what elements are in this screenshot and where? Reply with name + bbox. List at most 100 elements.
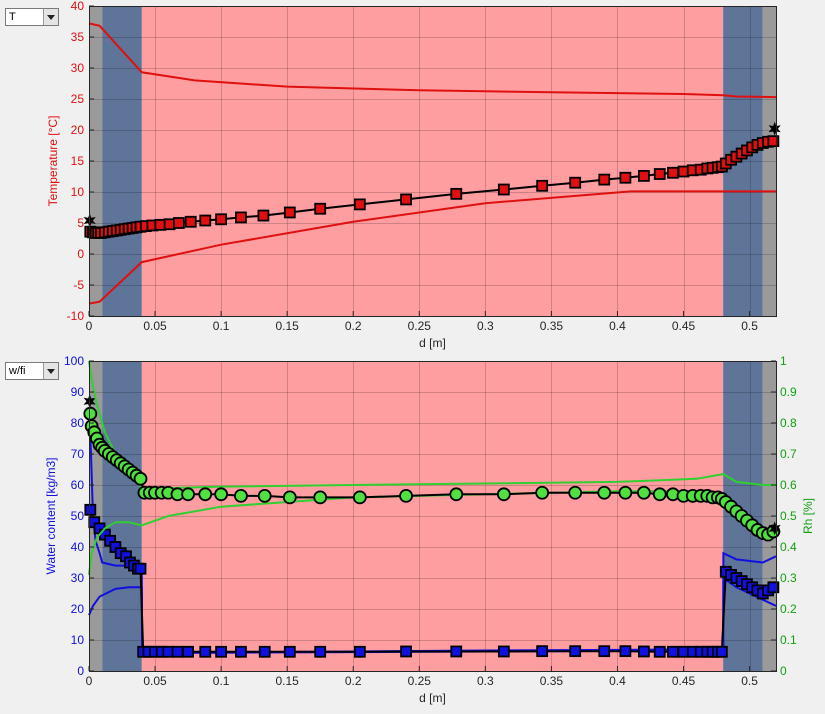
data-point xyxy=(768,521,781,536)
x-axis: 0 0.05 0.1 0.15 0.2 0.25 0.3 0.35 0.4 0.45 0.5 d [m… xyxy=(86,666,758,705)
x-tick-label: 0.45 xyxy=(672,319,696,333)
y-axis-left: -10 -5 0 5 10 15 20 25 30 35 40 Temperature [°C] xyxy=(46,0,94,323)
data-point xyxy=(184,215,197,228)
y-tick-label: 30 xyxy=(71,571,85,585)
y2-tick-label: 0.8 xyxy=(780,416,797,430)
data-point xyxy=(199,214,212,227)
data-point xyxy=(767,581,780,594)
x-tick-label: 0.3 xyxy=(477,674,494,688)
data-point xyxy=(636,485,651,500)
data-point xyxy=(598,173,611,186)
data-point xyxy=(235,211,247,224)
series-7 xyxy=(768,521,781,536)
data-point xyxy=(234,488,248,503)
y-tick-label: 80 xyxy=(71,416,85,430)
variable-select-top-value: T xyxy=(9,11,16,23)
y-tick-label: 70 xyxy=(71,447,85,461)
y2-tick-label: 0.1 xyxy=(780,633,797,647)
x-tick-label: 0.15 xyxy=(275,319,299,333)
x-tick-label: 0.45 xyxy=(672,674,696,688)
x-tick-label: 0.5 xyxy=(741,674,758,688)
x-tick-label: 0.35 xyxy=(540,319,564,333)
x-tick-label: 0.3 xyxy=(477,319,494,333)
data-point xyxy=(215,645,228,658)
y-axis-title: Water content [kg/m3] xyxy=(44,458,58,575)
data-point xyxy=(215,213,228,226)
data-point xyxy=(353,198,366,211)
data-point xyxy=(667,166,679,179)
data-point xyxy=(235,645,247,658)
data-point xyxy=(314,645,327,658)
y2-tick-label: 0.3 xyxy=(780,571,797,585)
data-point xyxy=(497,645,510,658)
y-tick-label: 0 xyxy=(77,247,84,261)
data-point xyxy=(597,485,612,500)
y-tick-label: 50 xyxy=(71,509,85,523)
variable-select-bottom[interactable]: w/fi xyxy=(5,362,59,380)
y-tick-label: 40 xyxy=(71,0,85,13)
data-point xyxy=(182,645,194,658)
data-point xyxy=(172,217,185,229)
x-axis-title: d [m] xyxy=(419,691,446,705)
data-point xyxy=(618,485,633,500)
y-tick-label: 5 xyxy=(77,216,84,230)
data-point xyxy=(496,487,511,502)
x-tick-label: 0.4 xyxy=(609,319,626,333)
data-point xyxy=(257,209,270,222)
data-point xyxy=(400,193,412,206)
data-point xyxy=(653,645,666,658)
y-axis-right: 0 0.1 0.2 0.3 0.4 0.5 0.6 0.7 0.8 0.9 1 Rh [%] xyxy=(771,354,815,678)
data-point xyxy=(715,645,728,658)
chevron-down-icon[interactable] xyxy=(43,363,58,379)
x-tick-label: 0.1 xyxy=(213,319,230,333)
chevron-down-icon[interactable] xyxy=(43,9,58,25)
y2-tick-label: 0.2 xyxy=(780,602,797,616)
data-point xyxy=(399,488,413,503)
plot-temperature: 0 0.05 0.1 0.15 0.2 0.25 0.3 0.35 0.4 0.45 0.5 d [m… xyxy=(46,0,781,350)
data-point xyxy=(198,487,213,502)
data-point xyxy=(619,645,632,658)
y2-axis-title: Rh [%] xyxy=(801,498,815,534)
y-tick-label: 100 xyxy=(64,354,84,368)
y-tick-label: 40 xyxy=(71,540,85,554)
y-tick-label: 35 xyxy=(71,30,85,44)
y2-tick-label: 1 xyxy=(780,354,787,368)
layer-band xyxy=(141,361,724,671)
data-point xyxy=(536,179,549,192)
data-point xyxy=(313,490,328,505)
plot-moisture: 0 0.05 0.1 0.15 0.2 0.25 0.3 0.35 0.4 0.45 0.5 d [m… xyxy=(44,354,815,705)
data-point xyxy=(257,488,272,503)
data-point xyxy=(637,169,650,182)
data-point xyxy=(450,187,463,200)
data-point xyxy=(767,135,780,148)
variable-select-bottom-value: w/fi xyxy=(9,365,26,377)
data-point xyxy=(450,645,463,658)
series-line xyxy=(88,190,776,305)
y2-tick-label: 0 xyxy=(780,664,787,678)
y2-tick-label: 0.4 xyxy=(780,540,797,554)
series-0 xyxy=(88,22,777,99)
series-2 xyxy=(84,135,780,239)
data-point xyxy=(497,183,510,196)
x-tick-label: 0.35 xyxy=(540,674,564,688)
data-point xyxy=(637,645,650,658)
y-axis-left: 0 10 20 30 40 50 60 70 80 90 100 Water content [kg/… xyxy=(44,354,94,678)
variable-select-top[interactable]: T xyxy=(5,8,59,26)
x-tick-label: 0.2 xyxy=(345,674,362,688)
data-point xyxy=(653,168,666,180)
series-line xyxy=(88,22,777,99)
x-tick-label: 0.2 xyxy=(345,319,362,333)
x-tick-label: 0 xyxy=(86,674,93,688)
x-tick-label: 0.1 xyxy=(213,674,230,688)
y2-tick-label: 0.9 xyxy=(780,385,797,399)
y-tick-label: 10 xyxy=(71,633,85,647)
data-point xyxy=(619,171,632,184)
x-tick-label: 0.25 xyxy=(408,319,432,333)
x-tick-label: 0.05 xyxy=(143,319,167,333)
layer-band xyxy=(762,6,776,316)
data-point xyxy=(353,645,366,658)
data-point xyxy=(652,487,667,502)
data-point xyxy=(535,485,550,500)
y-tick-label: 20 xyxy=(71,602,85,616)
y-tick-label: 90 xyxy=(71,385,85,399)
